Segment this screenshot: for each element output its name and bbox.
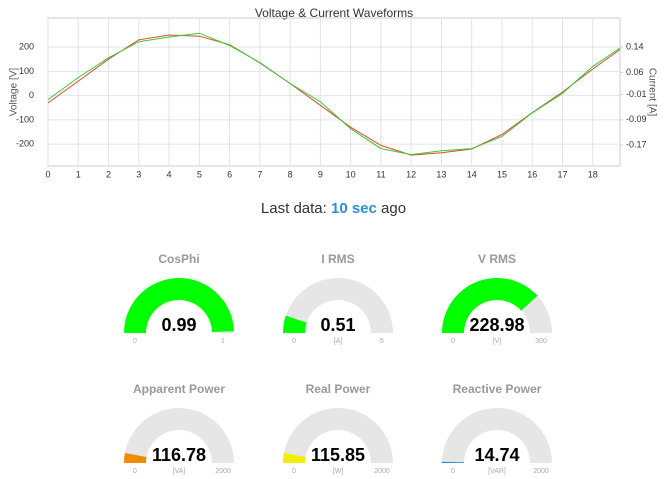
gauge-value: 115.85	[311, 445, 365, 465]
gauge-track	[124, 408, 234, 463]
gauge-track	[283, 408, 393, 463]
x-tick-label: 4	[167, 169, 172, 179]
y2-tick-label: -0.01	[626, 89, 647, 99]
gauge-value: 116.78	[152, 445, 206, 465]
gauge-min: 0	[451, 468, 455, 475]
gauge-title: V RMS	[478, 252, 516, 266]
gauge-min: 0	[133, 338, 137, 345]
x-tick-label: 13	[436, 169, 446, 179]
y-tick-label: -200	[16, 139, 34, 149]
chart-title: Voltage & Current Waveforms	[255, 6, 413, 20]
gauge-max: 5	[380, 338, 384, 345]
x-tick-label: 3	[136, 169, 141, 179]
gauge-unit: [W]	[333, 468, 344, 475]
gauge-min: 0	[133, 468, 137, 475]
gauge-min: 0	[292, 468, 296, 475]
x-tick-label: 16	[527, 169, 537, 179]
y-axis-label: Voltage [V]	[9, 68, 20, 117]
status-line: Last data: 10 sec ago	[0, 200, 667, 217]
gauge-value: 0.51	[320, 315, 355, 335]
gauge-max: 1	[221, 338, 225, 345]
y-tick-label: 200	[19, 41, 34, 51]
x-tick-label: 11	[376, 169, 385, 179]
y2-tick-label: 0.14	[626, 41, 644, 51]
x-tick-label: 2	[106, 169, 111, 179]
y2-tick-label: 0.06	[626, 67, 644, 77]
y2-tick-label: -0.09	[626, 114, 647, 124]
x-tick-label: 7	[257, 169, 262, 179]
x-tick-label: 1	[76, 169, 81, 179]
gauge-fill	[124, 452, 147, 463]
gauge-title: Real Power	[306, 382, 371, 396]
gauge-title: I RMS	[321, 252, 354, 266]
gauge-track	[124, 278, 234, 333]
y-tick-label: 0	[29, 90, 34, 100]
series-line	[47, 34, 621, 156]
gauge-fill	[124, 278, 234, 333]
y2-tick-label: -0.17	[626, 140, 647, 150]
gauge-unit: [VAR]	[488, 468, 506, 475]
gauge-min: 0	[292, 338, 296, 345]
y2-axis-label: Current [A]	[646, 68, 657, 117]
series-line	[47, 32, 621, 156]
x-tick-label: 8	[288, 169, 293, 179]
x-tick-label: 17	[557, 169, 567, 179]
chart: Voltage & Current Waveforms Voltage [V] …	[9, 6, 658, 179]
gauge-max: 300	[535, 338, 547, 345]
x-tick-label: 10	[346, 169, 356, 179]
gauge-value: 0.99	[161, 315, 196, 335]
gauge-unit: [VA]	[173, 468, 186, 475]
x-tick-label: 9	[318, 169, 323, 179]
x-tick-label: 6	[227, 169, 232, 179]
x-tick-label: 12	[406, 169, 416, 179]
gauge-fill	[283, 315, 307, 333]
gauge-fill	[442, 461, 465, 463]
y-tick-label: -100	[16, 114, 34, 124]
gauge-value: 228.98	[469, 315, 524, 335]
gauge-unit: [V]	[493, 338, 502, 345]
gauge-track	[442, 408, 552, 463]
gauge-max: 2000	[215, 468, 231, 475]
gauge-max: 2000	[374, 468, 390, 475]
gauge-title: Apparent Power	[133, 382, 225, 396]
x-tick-label: 5	[197, 169, 202, 179]
gauge-fill	[442, 277, 538, 333]
gauge-fill	[283, 453, 306, 463]
status-suffix: ago	[381, 200, 407, 217]
y-tick-label: 100	[19, 66, 34, 76]
x-tick-label: 0	[45, 169, 50, 179]
gauge-min: 0	[451, 338, 455, 345]
gauge-title: Reactive Power	[453, 382, 542, 396]
gauge-track	[283, 278, 393, 333]
gauge-track	[442, 278, 552, 333]
x-tick-label: 15	[497, 169, 507, 179]
gauge-title: CosPhi	[158, 252, 199, 266]
status-prefix: Last data:	[260, 200, 327, 217]
x-tick-label: 18	[588, 169, 598, 179]
x-tick-label: 14	[467, 169, 477, 179]
status-highlight: 10 sec	[330, 200, 377, 217]
gauge-unit: [A]	[334, 338, 343, 345]
gauge-max: 2000	[533, 468, 549, 475]
gauge-value: 14.74	[474, 445, 519, 465]
